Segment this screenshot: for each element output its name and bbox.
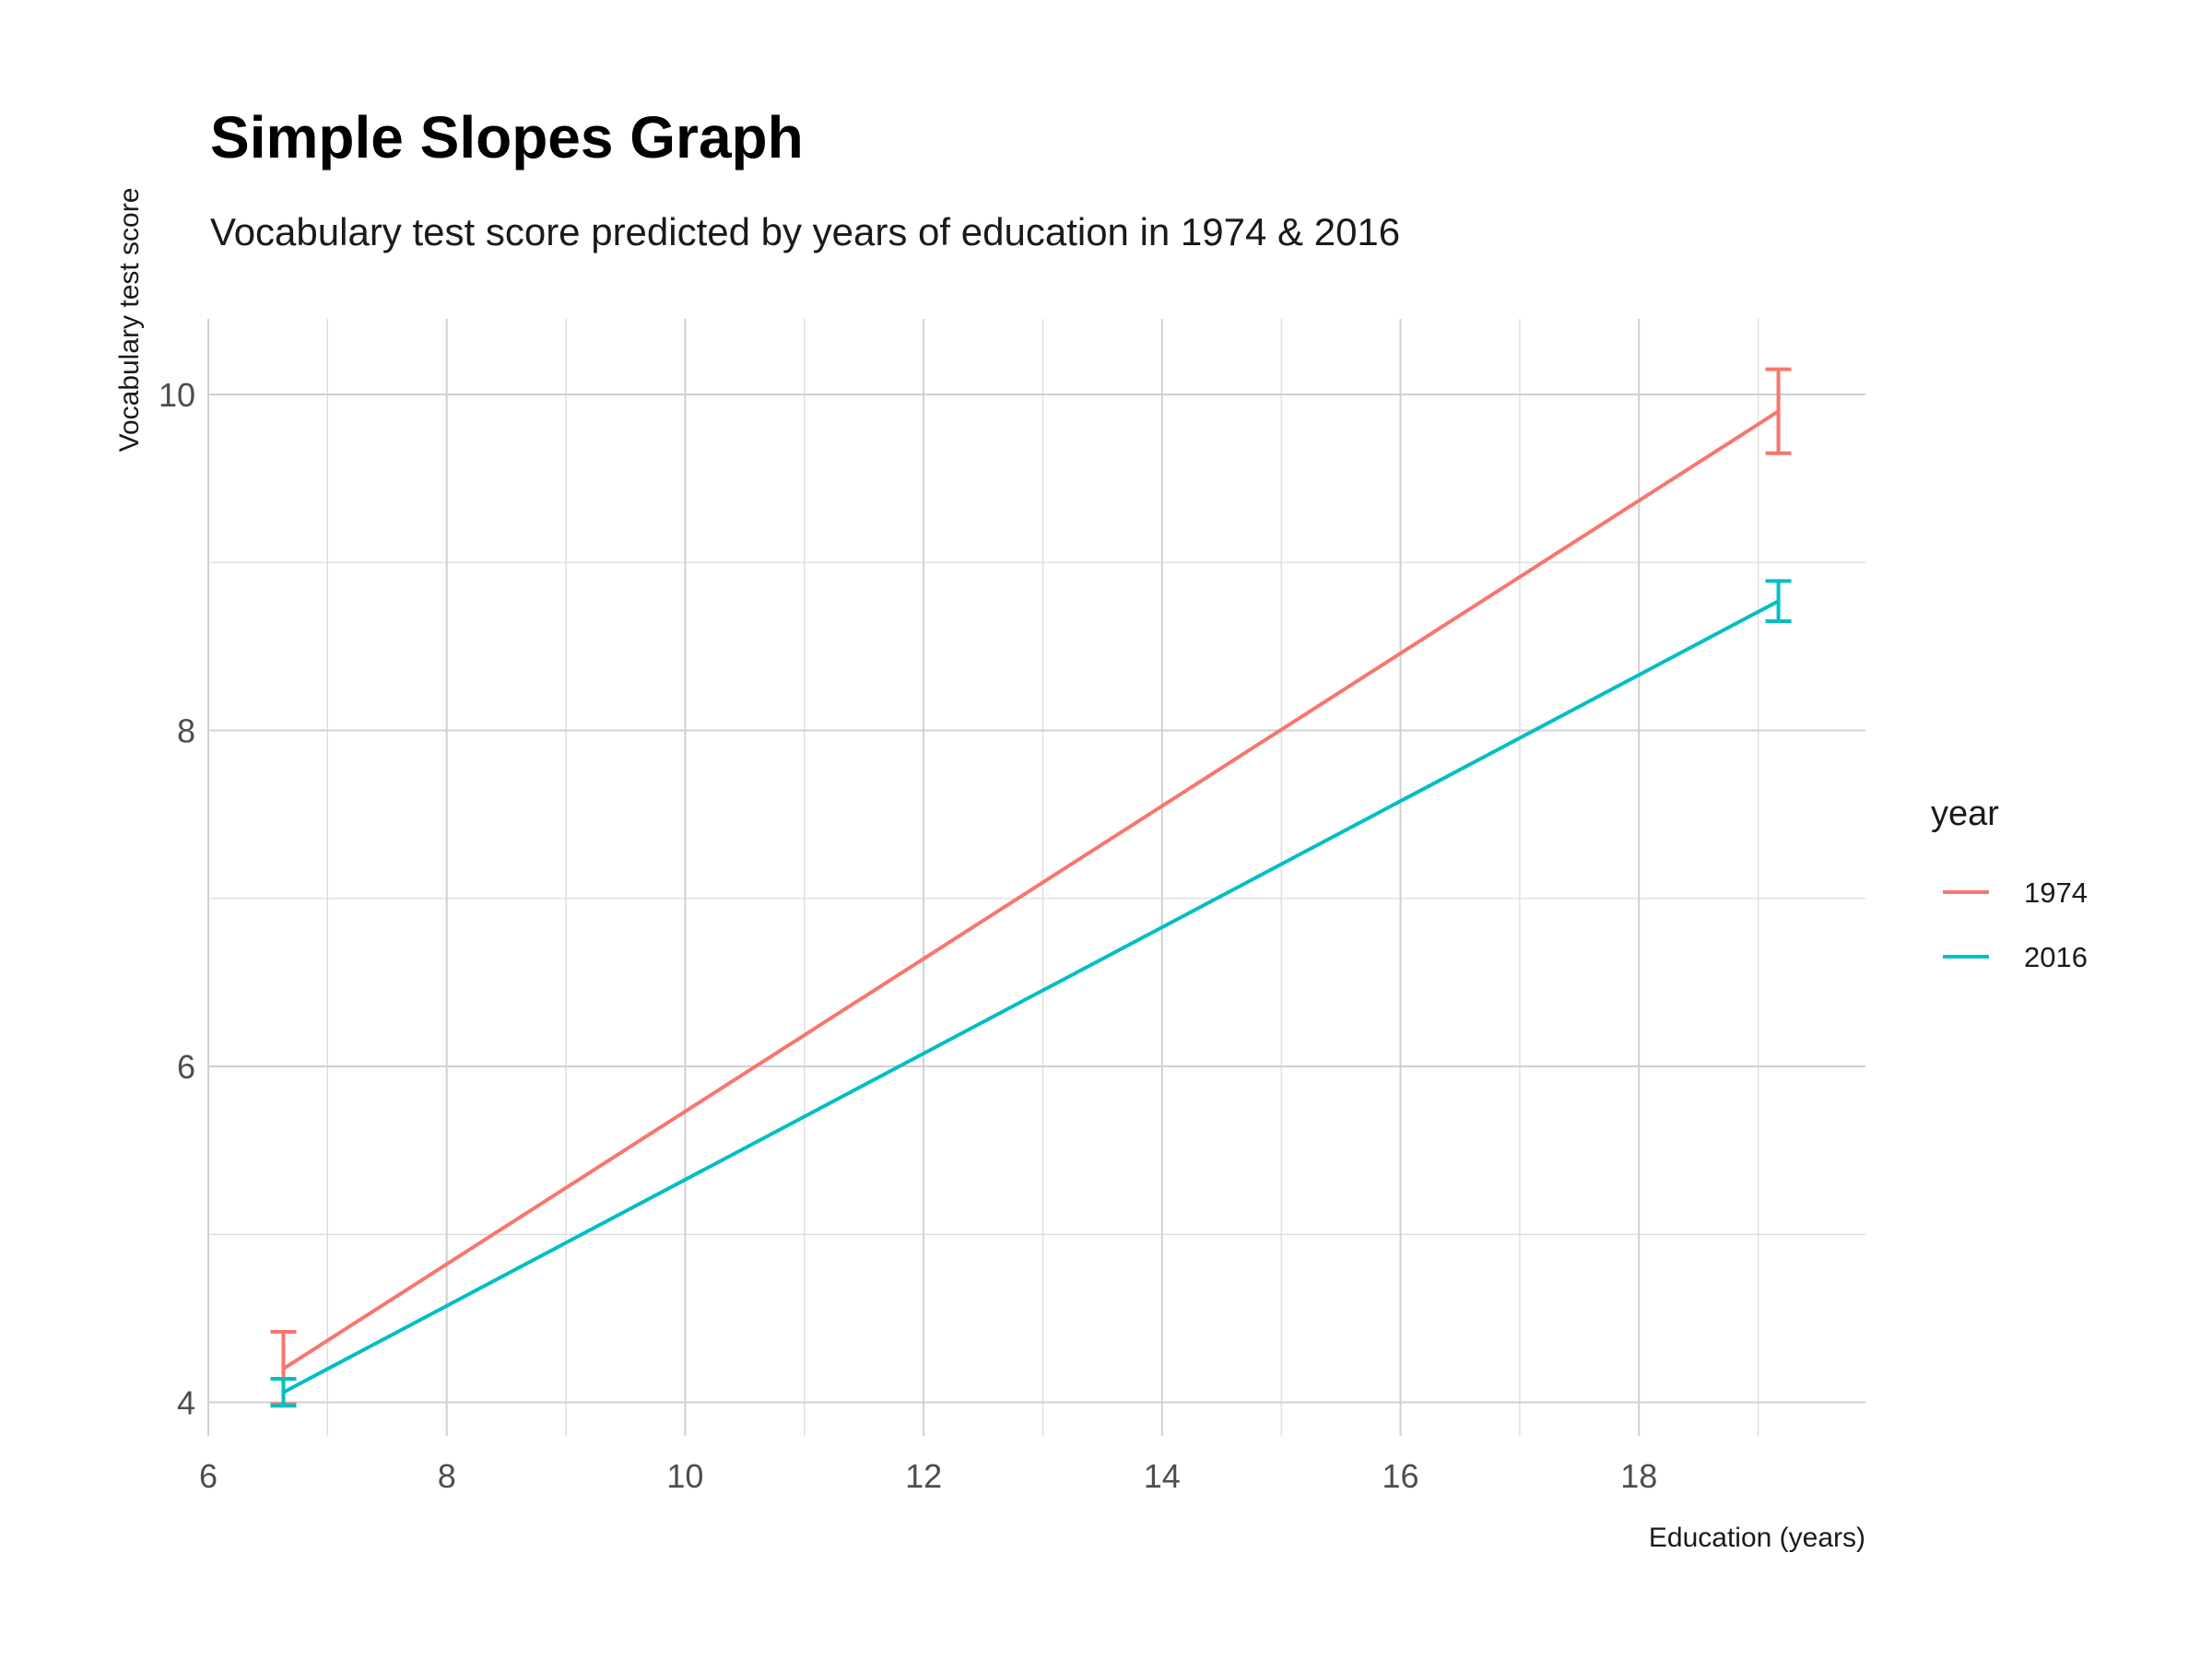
series-line-1974 <box>282 409 1780 1371</box>
x-tick-label: 6 <box>199 1457 218 1495</box>
chart-subtitle: Vocabulary test score predicted by years… <box>210 210 1401 253</box>
legend-label: 2016 <box>2024 941 2088 973</box>
y-tick-label: 6 <box>177 1048 195 1086</box>
x-tick-label: 14 <box>1144 1457 1181 1495</box>
series-line-2016 <box>282 599 1780 1394</box>
legend-label: 1974 <box>2024 877 2088 909</box>
legend-item-2016: 2016 <box>1943 941 2088 973</box>
x-tick-label: 8 <box>438 1457 456 1495</box>
error-bar-2016 <box>1765 579 1792 624</box>
legend-title: year <box>1931 794 1999 833</box>
x-tick-label: 12 <box>905 1457 942 1495</box>
major-gridlines <box>207 319 1865 1436</box>
y-tick-label: 8 <box>177 712 195 750</box>
x-axis-ticks: 6 8 10 12 14 16 18 <box>199 1457 1657 1495</box>
y-tick-label: 4 <box>177 1384 195 1422</box>
x-tick-label: 16 <box>1382 1457 1419 1495</box>
error-bar-1974 <box>1765 367 1792 455</box>
x-axis-title: Education (years) <box>1649 1523 1865 1553</box>
chart-title: Simple Slopes Graph <box>210 104 804 171</box>
series-layer <box>270 367 1792 1408</box>
error-bar-2016 <box>270 1377 297 1408</box>
legend: year 1974 2016 <box>1931 794 2088 973</box>
x-tick-label: 10 <box>666 1457 703 1495</box>
y-axis-title: Vocabulary test score <box>114 188 145 453</box>
y-tick-label: 10 <box>159 376 195 414</box>
legend-item-1974: 1974 <box>1943 877 2088 909</box>
x-tick-label: 18 <box>1620 1457 1657 1495</box>
y-axis-ticks: 4 6 8 10 <box>159 376 195 1422</box>
minor-gridlines <box>208 319 1865 1436</box>
